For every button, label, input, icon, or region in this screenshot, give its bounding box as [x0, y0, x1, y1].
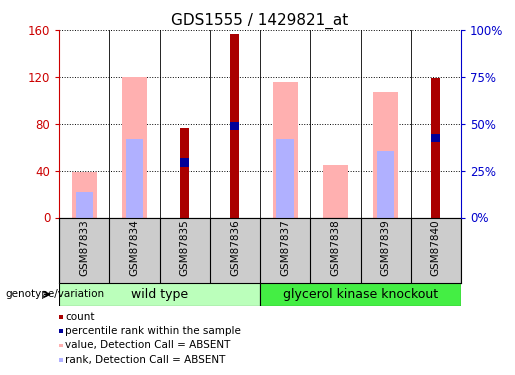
Text: count: count [65, 312, 95, 322]
Bar [323, 165, 348, 218]
Bar [431, 134, 440, 142]
Text: GSM87835: GSM87835 [180, 219, 190, 276]
Bar [76, 192, 93, 217]
Text: GSM87836: GSM87836 [230, 219, 240, 276]
Bar [230, 33, 239, 218]
Text: wild type: wild type [131, 288, 188, 301]
Text: percentile rank within the sample: percentile rank within the sample [65, 326, 242, 336]
Text: genotype/variation: genotype/variation [5, 290, 104, 299]
Title: GDS1555 / 1429821_at: GDS1555 / 1429821_at [171, 12, 349, 28]
Bar [72, 172, 97, 217]
Bar [373, 92, 398, 218]
Bar [59, 283, 260, 306]
Bar [230, 122, 239, 130]
Bar [272, 82, 298, 218]
Text: GSM87833: GSM87833 [79, 219, 89, 276]
Bar [377, 151, 394, 217]
Text: rank, Detection Call = ABSENT: rank, Detection Call = ABSENT [65, 355, 226, 364]
Bar [180, 158, 190, 166]
Text: GSM87834: GSM87834 [130, 219, 140, 276]
Text: GSM87837: GSM87837 [280, 219, 290, 276]
Bar [260, 283, 461, 306]
Bar [277, 139, 294, 218]
Bar [126, 139, 143, 218]
Text: GSM87838: GSM87838 [331, 219, 340, 276]
Bar [122, 77, 147, 218]
Text: GSM87840: GSM87840 [431, 219, 441, 276]
Text: value, Detection Call = ABSENT: value, Detection Call = ABSENT [65, 340, 231, 350]
Text: GSM87839: GSM87839 [381, 219, 390, 276]
Bar [431, 78, 440, 218]
Bar [180, 128, 190, 217]
Text: glycerol kinase knockout: glycerol kinase knockout [283, 288, 438, 301]
